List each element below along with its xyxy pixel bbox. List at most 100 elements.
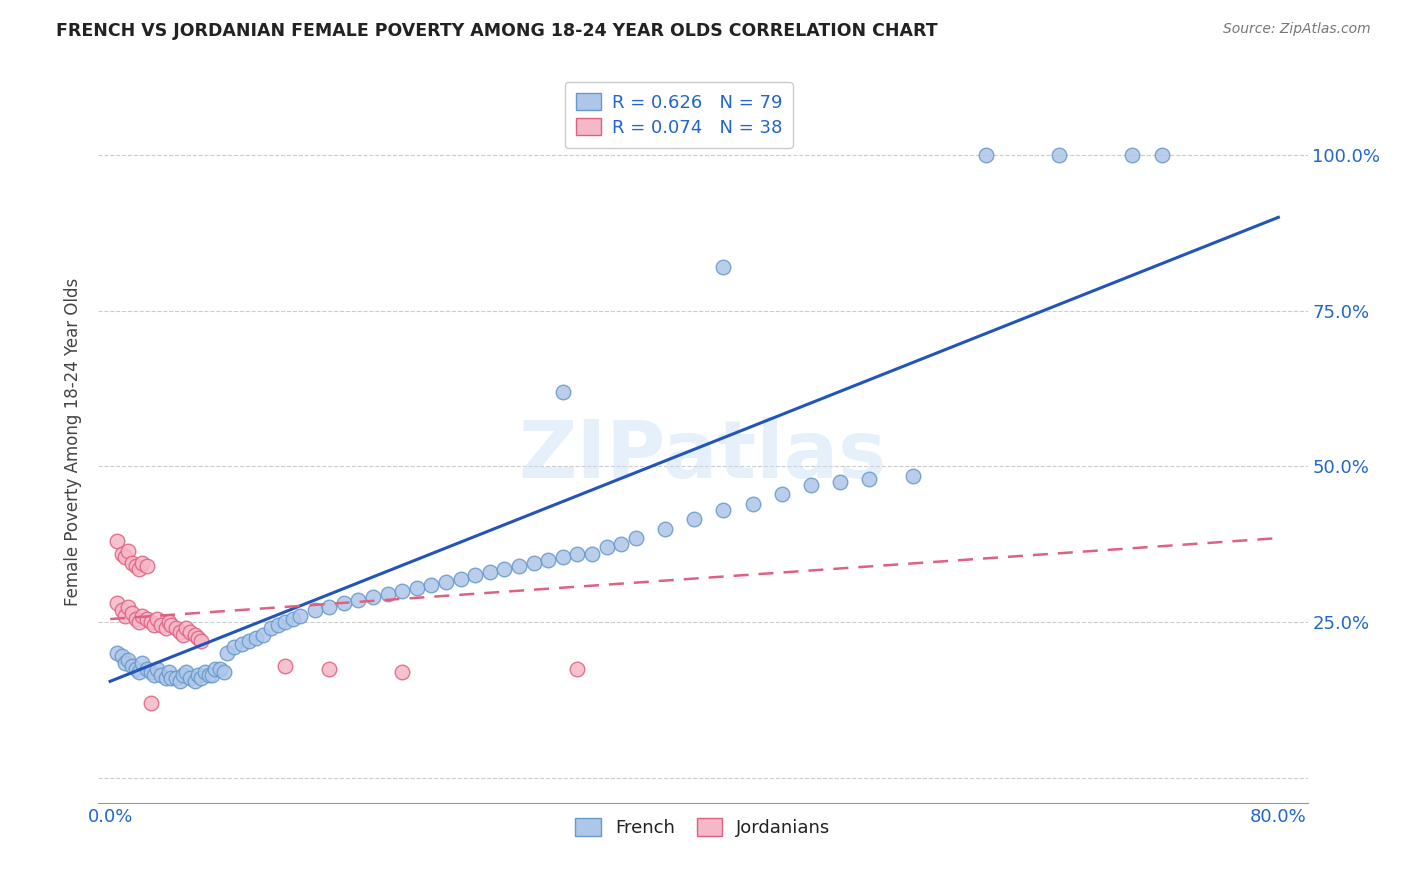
Point xyxy=(194,665,217,679)
Point xyxy=(150,668,173,682)
Point xyxy=(713,260,735,274)
Point xyxy=(121,556,143,570)
Point xyxy=(683,512,706,526)
Point xyxy=(595,541,617,555)
Point xyxy=(238,633,260,648)
Point xyxy=(581,547,603,561)
Point xyxy=(187,631,209,645)
Point xyxy=(318,599,340,614)
Point xyxy=(117,543,139,558)
Point xyxy=(1121,148,1143,162)
Point xyxy=(551,549,574,564)
Point xyxy=(252,627,274,641)
Point xyxy=(172,627,194,641)
Point xyxy=(142,668,165,682)
Point xyxy=(464,568,486,582)
Point xyxy=(567,547,589,561)
Point xyxy=(420,578,443,592)
Point xyxy=(107,534,129,549)
Point xyxy=(494,562,516,576)
Point xyxy=(114,656,136,670)
Point xyxy=(111,547,134,561)
Point xyxy=(146,612,169,626)
Point xyxy=(224,640,246,654)
Point xyxy=(142,618,165,632)
Point xyxy=(204,662,226,676)
Point xyxy=(212,665,235,679)
Point xyxy=(231,637,253,651)
Point xyxy=(391,584,413,599)
Point xyxy=(131,656,153,670)
Point xyxy=(114,549,136,564)
Point xyxy=(201,668,224,682)
Point xyxy=(174,665,197,679)
Y-axis label: Female Poverty Among 18-24 Year Olds: Female Poverty Among 18-24 Year Olds xyxy=(65,277,83,606)
Point xyxy=(361,591,384,605)
Point xyxy=(281,612,304,626)
Text: FRENCH VS JORDANIAN FEMALE POVERTY AMONG 18-24 YEAR OLDS CORRELATION CHART: FRENCH VS JORDANIAN FEMALE POVERTY AMONG… xyxy=(56,22,938,40)
Point xyxy=(174,621,197,635)
Point xyxy=(318,662,340,676)
Point xyxy=(160,671,183,685)
Point xyxy=(135,612,157,626)
Point xyxy=(434,574,457,589)
Point xyxy=(131,556,153,570)
Point xyxy=(107,597,129,611)
Point xyxy=(125,612,148,626)
Point xyxy=(267,618,290,632)
Point xyxy=(139,615,162,630)
Point xyxy=(567,662,589,676)
Point xyxy=(128,562,150,576)
Point xyxy=(208,662,231,676)
Point xyxy=(245,631,267,645)
Point xyxy=(111,603,134,617)
Point xyxy=(187,668,209,682)
Point xyxy=(117,652,139,666)
Point xyxy=(155,671,177,685)
Point xyxy=(179,671,201,685)
Point xyxy=(131,609,153,624)
Point xyxy=(610,537,633,551)
Point xyxy=(903,468,925,483)
Point xyxy=(157,665,180,679)
Point xyxy=(713,503,735,517)
Point xyxy=(190,671,212,685)
Point xyxy=(405,581,427,595)
Point xyxy=(198,668,221,682)
Legend: French, Jordanians: French, Jordanians xyxy=(568,811,838,845)
Point xyxy=(304,603,326,617)
Point xyxy=(155,621,177,635)
Point xyxy=(184,627,207,641)
Point xyxy=(150,618,173,632)
Point xyxy=(157,615,180,630)
Point xyxy=(172,668,194,682)
Point xyxy=(478,566,501,580)
Point xyxy=(165,671,187,685)
Point xyxy=(128,665,150,679)
Point xyxy=(274,658,297,673)
Point xyxy=(654,522,676,536)
Point xyxy=(114,609,136,624)
Point xyxy=(800,478,823,492)
Point xyxy=(332,597,354,611)
Text: ZIPatlas: ZIPatlas xyxy=(519,417,887,495)
Point xyxy=(508,559,530,574)
Point xyxy=(146,662,169,676)
Point xyxy=(347,593,370,607)
Point xyxy=(160,618,183,632)
Point xyxy=(450,572,472,586)
Point xyxy=(288,609,311,624)
Point xyxy=(377,587,399,601)
Point xyxy=(184,674,207,689)
Point xyxy=(179,624,201,639)
Point xyxy=(260,621,283,635)
Point xyxy=(215,646,238,660)
Point xyxy=(1150,148,1173,162)
Point xyxy=(125,559,148,574)
Point xyxy=(830,475,852,489)
Point xyxy=(165,621,187,635)
Point xyxy=(741,497,763,511)
Point xyxy=(770,487,793,501)
Point xyxy=(858,472,880,486)
Point xyxy=(139,696,162,710)
